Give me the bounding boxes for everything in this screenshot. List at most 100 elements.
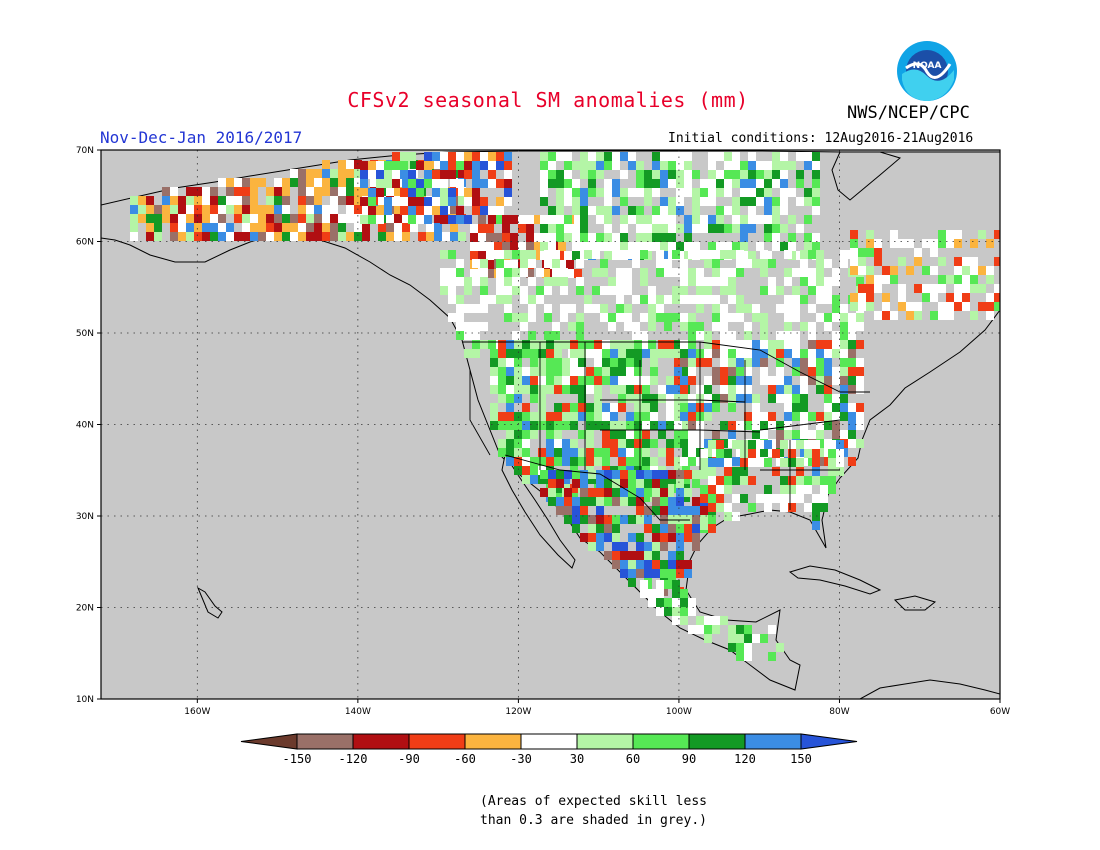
anomaly-cell (588, 524, 596, 533)
anomaly-cell (274, 196, 282, 205)
anomaly-cell (720, 250, 728, 259)
anomaly-cell (856, 358, 864, 367)
anomaly-cell (588, 470, 596, 479)
anomaly-cell (978, 266, 986, 275)
anomaly-cell (602, 457, 610, 466)
anomaly-cell (824, 376, 832, 385)
anomaly-cell (970, 311, 978, 320)
anomaly-cell (866, 284, 874, 293)
anomaly-cell (636, 170, 644, 179)
anomaly-cell (708, 152, 716, 161)
anomaly-cell (400, 161, 408, 170)
anomaly-cell (696, 250, 704, 259)
anomaly-cell (644, 524, 652, 533)
anomaly-cell (530, 367, 538, 376)
anomaly-cell (636, 188, 644, 197)
anomaly-cell (736, 385, 744, 394)
anomaly-cell (684, 152, 692, 161)
anomaly-cell (564, 233, 572, 242)
anomaly-cell (572, 188, 580, 197)
anomaly-cell (788, 215, 796, 224)
anomaly-cell (922, 266, 930, 275)
anomaly-cell (626, 394, 634, 403)
anomaly-cell (346, 232, 354, 241)
anomaly-cell (538, 448, 546, 457)
anomaly-cell (218, 178, 226, 187)
anomaly-cell (564, 197, 572, 206)
colorbar-label: 90 (682, 752, 696, 766)
anomaly-cell (784, 322, 792, 331)
anomaly-cell (554, 412, 562, 421)
anomaly-cell (634, 421, 642, 430)
anomaly-cell (668, 551, 676, 560)
anomaly-cell (776, 286, 784, 295)
anomaly-cell (728, 394, 736, 403)
anomaly-cell (828, 467, 836, 476)
anomaly-cell (668, 206, 676, 215)
anomaly-cell (432, 179, 440, 188)
anomaly-cell (756, 494, 764, 503)
anomaly-cell (720, 268, 728, 277)
anomaly-cell (954, 266, 962, 275)
anomaly-cell (760, 331, 768, 340)
anomaly-cell (760, 349, 768, 358)
anomaly-cell (362, 205, 370, 214)
anomaly-cell (804, 449, 812, 458)
anomaly-cell (684, 170, 692, 179)
anomaly-cell (650, 421, 658, 430)
anomaly-cell (688, 268, 696, 277)
anomaly-cell (470, 233, 478, 242)
anomaly-cell (740, 179, 748, 188)
anomaly-cell (338, 223, 346, 232)
anomaly-cell (480, 206, 488, 215)
anomaly-cell (792, 286, 800, 295)
anomaly-cell (796, 152, 804, 161)
anomaly-cell (534, 215, 542, 224)
anomaly-cell (882, 302, 890, 311)
anomaly-cell (400, 206, 408, 215)
anomaly-cell (416, 188, 424, 197)
anomaly-cell (616, 286, 624, 295)
anomaly-cell (674, 376, 682, 385)
anomaly-cell (674, 385, 682, 394)
anomaly-cell (744, 394, 752, 403)
anomaly-cell (538, 358, 546, 367)
anomaly-cell (688, 625, 696, 634)
anomaly-cell (588, 242, 596, 251)
anomaly-cell (858, 302, 866, 311)
anomaly-cell (700, 188, 708, 197)
anomaly-cell (146, 223, 154, 232)
anomaly-cell (480, 197, 488, 206)
anomaly-cell (554, 349, 562, 358)
anomaly-cell (496, 152, 504, 161)
anomaly-cell (772, 449, 780, 458)
anomaly-cell (554, 358, 562, 367)
anomaly-cell (668, 560, 676, 569)
anomaly-cell (724, 458, 732, 467)
anomaly-cell (684, 524, 692, 533)
baja-land (501, 453, 576, 569)
anomaly-cell (808, 430, 816, 439)
anomaly-cell (402, 214, 410, 223)
anomaly-cell (490, 403, 498, 412)
anomaly-cell (658, 421, 666, 430)
anomaly-cell (640, 250, 648, 259)
lat-label: 60N (76, 238, 94, 248)
anomaly-cell (486, 269, 494, 278)
anomaly-cell (748, 503, 756, 512)
anomaly-cell (608, 313, 616, 322)
anomaly-cell (572, 233, 580, 242)
anomaly-cell (572, 242, 580, 251)
anomaly-cell (664, 607, 672, 616)
anomaly-cell (596, 533, 604, 542)
anomaly-cell (186, 232, 194, 241)
anomaly-cell (660, 479, 668, 488)
anomaly-cell (632, 259, 640, 268)
anomaly-cell (858, 248, 866, 257)
anomaly-cell (538, 340, 546, 349)
anomaly-cell (620, 551, 628, 560)
anomaly-cell (546, 457, 554, 466)
anomaly-cell (712, 313, 720, 322)
anomaly-cell (882, 275, 890, 284)
anomaly-cell (456, 161, 464, 170)
